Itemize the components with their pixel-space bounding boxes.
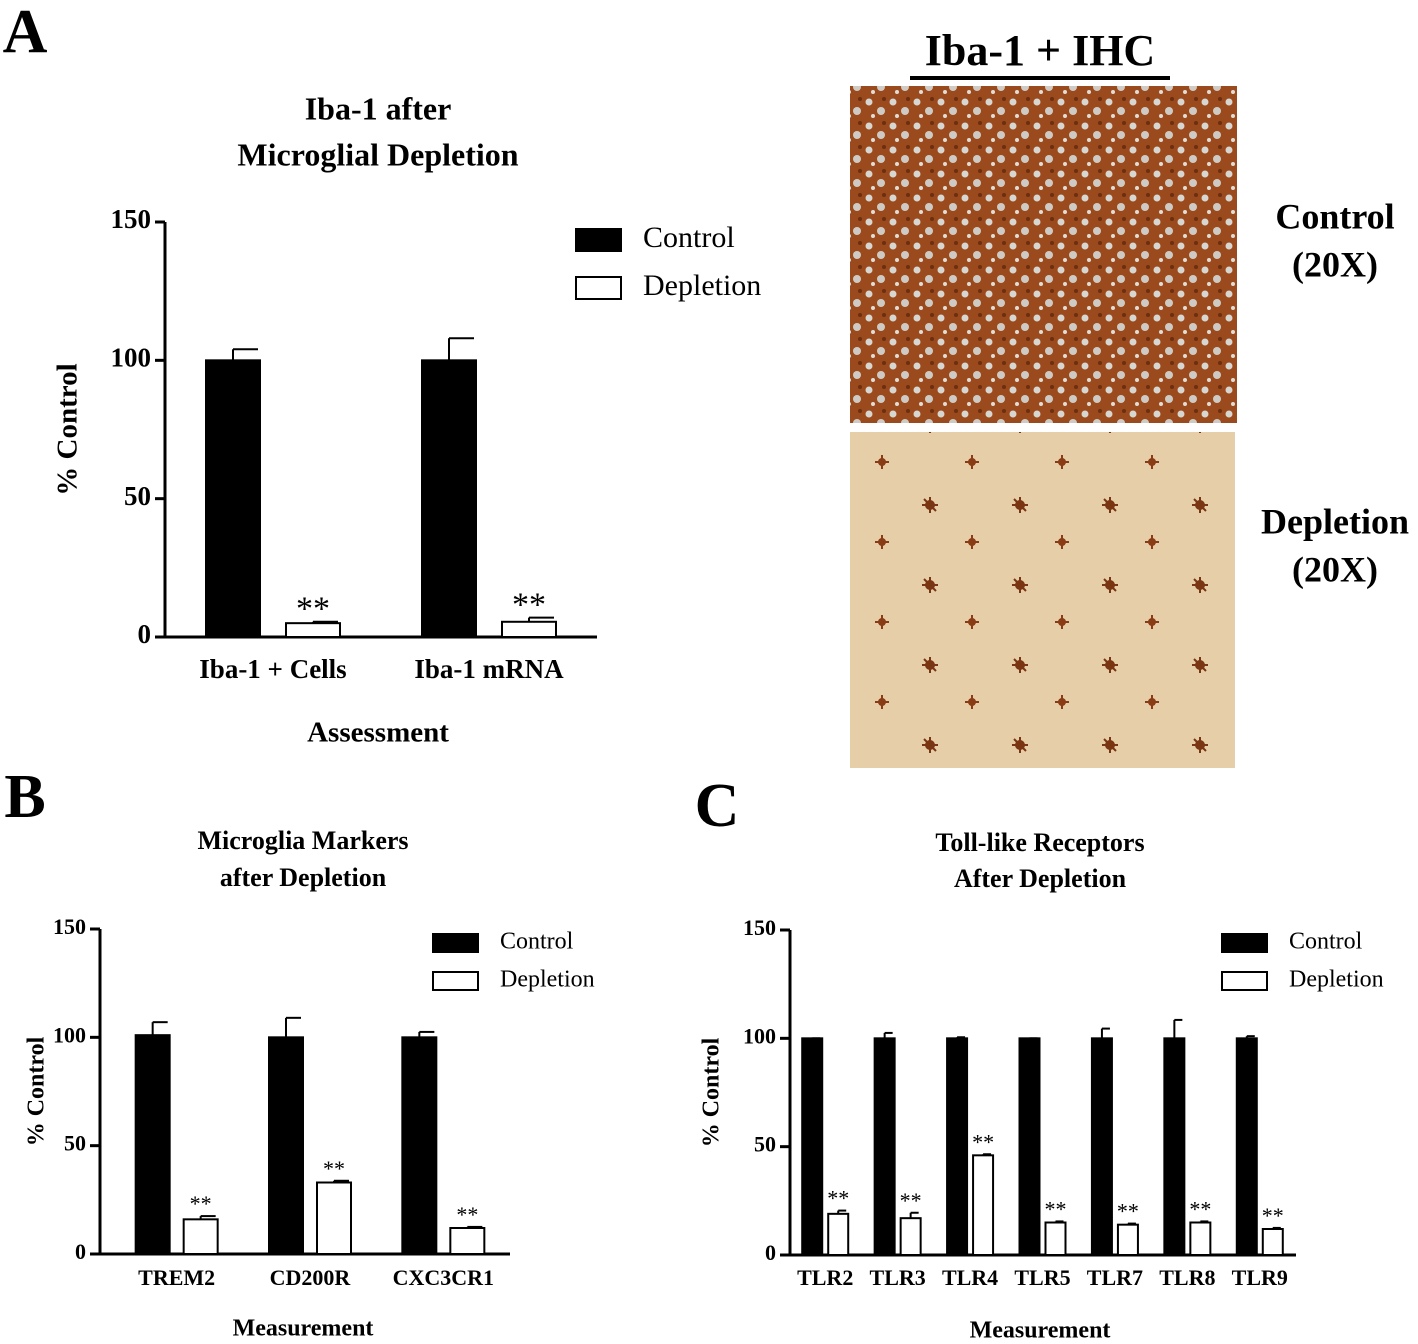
bar (449, 1227, 486, 1255)
x-tick-label: TLR2 (797, 1265, 853, 1290)
image-label: Control (1275, 196, 1394, 236)
bar (182, 1218, 219, 1256)
x-tick-label: TLR5 (1014, 1265, 1070, 1290)
chart-title: Iba-1 after (305, 90, 452, 126)
significance: ** (1189, 1196, 1211, 1221)
significance: ** (1117, 1199, 1139, 1224)
legend-label: Control (500, 929, 574, 955)
y-tick-label: 150 (111, 204, 152, 234)
legend-swatch (432, 933, 479, 953)
bar (899, 1217, 922, 1256)
chart-title: after Depletion (220, 863, 387, 892)
bar (501, 620, 557, 638)
significance: ** (972, 1129, 994, 1154)
y-tick-label: 50 (124, 481, 151, 511)
bar (1235, 1037, 1258, 1257)
x-tick-label: TLR4 (942, 1265, 998, 1290)
y-tick-label: 100 (743, 1023, 776, 1048)
y-tick-label: 100 (111, 343, 152, 373)
bar (401, 1036, 438, 1256)
bar (827, 1212, 850, 1257)
bar (285, 622, 341, 639)
y-tick-label: 50 (754, 1132, 776, 1157)
bar (946, 1037, 969, 1257)
x-tick-label: TLR8 (1159, 1265, 1215, 1290)
ihc-title: Iba-1 + IHC (925, 26, 1155, 75)
significance: ** (456, 1202, 478, 1227)
bar (316, 1181, 352, 1255)
x-tick-label: CXC3CR1 (393, 1265, 494, 1290)
bar (972, 1154, 995, 1257)
legend-label: Control (1289, 929, 1363, 955)
x-tick-label: TREM2 (138, 1265, 215, 1290)
bar (1116, 1223, 1139, 1256)
x-axis-label: Measurement (233, 1316, 374, 1342)
significance: ** (190, 1191, 212, 1216)
legend-swatch (575, 276, 622, 300)
x-axis-label: Measurement (970, 1318, 1111, 1344)
significance: ** (512, 586, 546, 623)
image-label: (20X) (1292, 244, 1378, 284)
chart-title: After Depletion (954, 864, 1127, 893)
x-tick-label: TLR7 (1087, 1265, 1143, 1290)
x-tick-label: TLR3 (870, 1265, 926, 1290)
bar (1261, 1228, 1284, 1256)
panel-label: C (695, 772, 740, 840)
bar (421, 359, 477, 638)
significance: ** (323, 1156, 345, 1181)
bar (205, 359, 261, 638)
x-axis-label: Assessment (307, 717, 449, 749)
y-tick-label: 0 (765, 1240, 776, 1265)
bar (1090, 1037, 1113, 1257)
ihc-image (850, 86, 1237, 423)
y-tick-label: 150 (53, 914, 86, 939)
chart-title: Microglial Depletion (237, 136, 518, 172)
panel-label: B (4, 763, 45, 831)
y-axis-label: % Control (52, 363, 84, 495)
legend-swatch (432, 971, 479, 991)
y-tick-label: 0 (75, 1239, 86, 1264)
x-tick-label: Iba-1 + Cells (199, 654, 346, 684)
legend-label: Depletion (1289, 967, 1384, 993)
significance: ** (1045, 1196, 1067, 1221)
significance: ** (827, 1186, 849, 1211)
legend-swatch (1221, 933, 1268, 953)
y-tick-label: 50 (64, 1131, 86, 1156)
chart-title: Microglia Markers (197, 826, 408, 855)
image-label: Depletion (1261, 501, 1409, 541)
bar (1189, 1221, 1212, 1256)
legend-swatch (575, 228, 622, 252)
bar (1163, 1037, 1186, 1257)
bar (134, 1034, 171, 1255)
y-axis-label: % Control (699, 1037, 725, 1147)
y-tick-label: 100 (53, 1022, 86, 1047)
bar (873, 1037, 896, 1257)
chart-title: Toll-like Receptors (935, 828, 1144, 857)
significance: ** (900, 1188, 922, 1213)
ihc-image (850, 432, 1235, 768)
y-axis-label: % Control (24, 1036, 50, 1146)
x-tick-label: TLR9 (1232, 1265, 1288, 1290)
bar (1018, 1037, 1041, 1257)
y-tick-label: 150 (743, 915, 776, 940)
panel-label: A (3, 0, 48, 66)
image-label: (20X) (1292, 549, 1378, 589)
x-tick-label: CD200R (270, 1265, 352, 1290)
significance: ** (296, 591, 330, 628)
legend-label: Depletion (643, 269, 761, 302)
bar (801, 1037, 824, 1257)
x-tick-label: Iba-1 mRNA (414, 654, 564, 684)
bar (1044, 1221, 1067, 1256)
significance: ** (1262, 1203, 1284, 1228)
legend-label: Control (643, 221, 735, 254)
legend-label: Depletion (500, 967, 595, 993)
bar (268, 1036, 304, 1256)
legend-swatch (1221, 971, 1268, 991)
y-tick-label: 0 (138, 619, 152, 649)
